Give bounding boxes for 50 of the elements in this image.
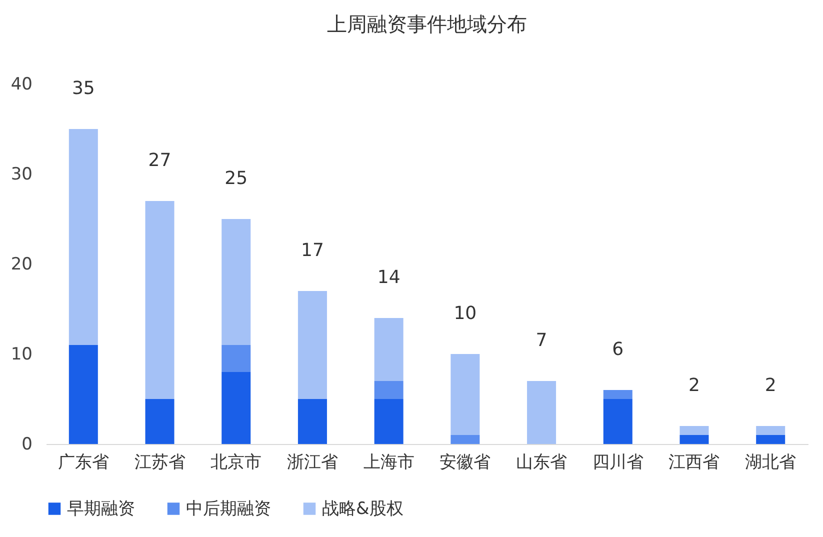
bar	[222, 345, 251, 372]
bar	[680, 435, 709, 444]
y-tick-label: 0	[22, 434, 32, 454]
bar	[145, 399, 174, 444]
bar	[68, 345, 98, 444]
bar	[298, 291, 327, 399]
bar	[756, 435, 786, 444]
chart-title: 上周融资事件地域分布	[327, 12, 527, 36]
x-tick-label: 上海市	[363, 452, 414, 472]
total-label: 35	[72, 78, 95, 99]
total-label: 25	[224, 168, 248, 189]
x-tick-label: 四川省	[592, 452, 644, 472]
bar	[68, 129, 98, 345]
legend-label: 战略&股权	[322, 498, 404, 519]
bar	[603, 390, 632, 399]
total-label: 14	[377, 267, 400, 288]
bar	[222, 219, 251, 345]
bar	[222, 372, 251, 444]
legend-label: 早期融资	[67, 498, 135, 519]
total-label: 2	[688, 375, 700, 396]
total-label: 7	[536, 330, 548, 351]
total-label: 2	[764, 375, 776, 396]
bar	[527, 381, 556, 444]
x-tick-label: 湖北省	[745, 452, 796, 472]
bar	[680, 426, 709, 435]
x-tick-label: 山东省	[516, 452, 568, 472]
y-tick-label: 30	[10, 164, 32, 184]
bar	[374, 381, 404, 399]
x-tick-label: 北京市	[210, 452, 262, 472]
total-label: 17	[301, 240, 324, 261]
bar	[756, 426, 786, 435]
total-label: 6	[612, 339, 624, 360]
x-tick-label: 安徽省	[440, 452, 491, 472]
x-tick-label: 浙江省	[286, 452, 338, 472]
bar	[450, 354, 480, 435]
y-tick-label: 10	[10, 344, 32, 364]
total-label: 27	[148, 150, 172, 171]
y-tick-label: 40	[10, 74, 32, 94]
total-label: 10	[454, 303, 477, 324]
x-tick-label: 广东省	[58, 452, 109, 472]
bar	[374, 399, 404, 444]
x-tick-label: 江苏省	[134, 452, 186, 472]
bar	[145, 201, 174, 399]
bar	[603, 399, 632, 444]
y-tick-label: 20	[10, 254, 32, 274]
bar	[374, 318, 404, 381]
bar	[450, 435, 480, 444]
x-tick-label: 江西省	[668, 452, 720, 472]
legend-label: 中后期融资	[186, 498, 271, 519]
bar	[298, 399, 327, 444]
